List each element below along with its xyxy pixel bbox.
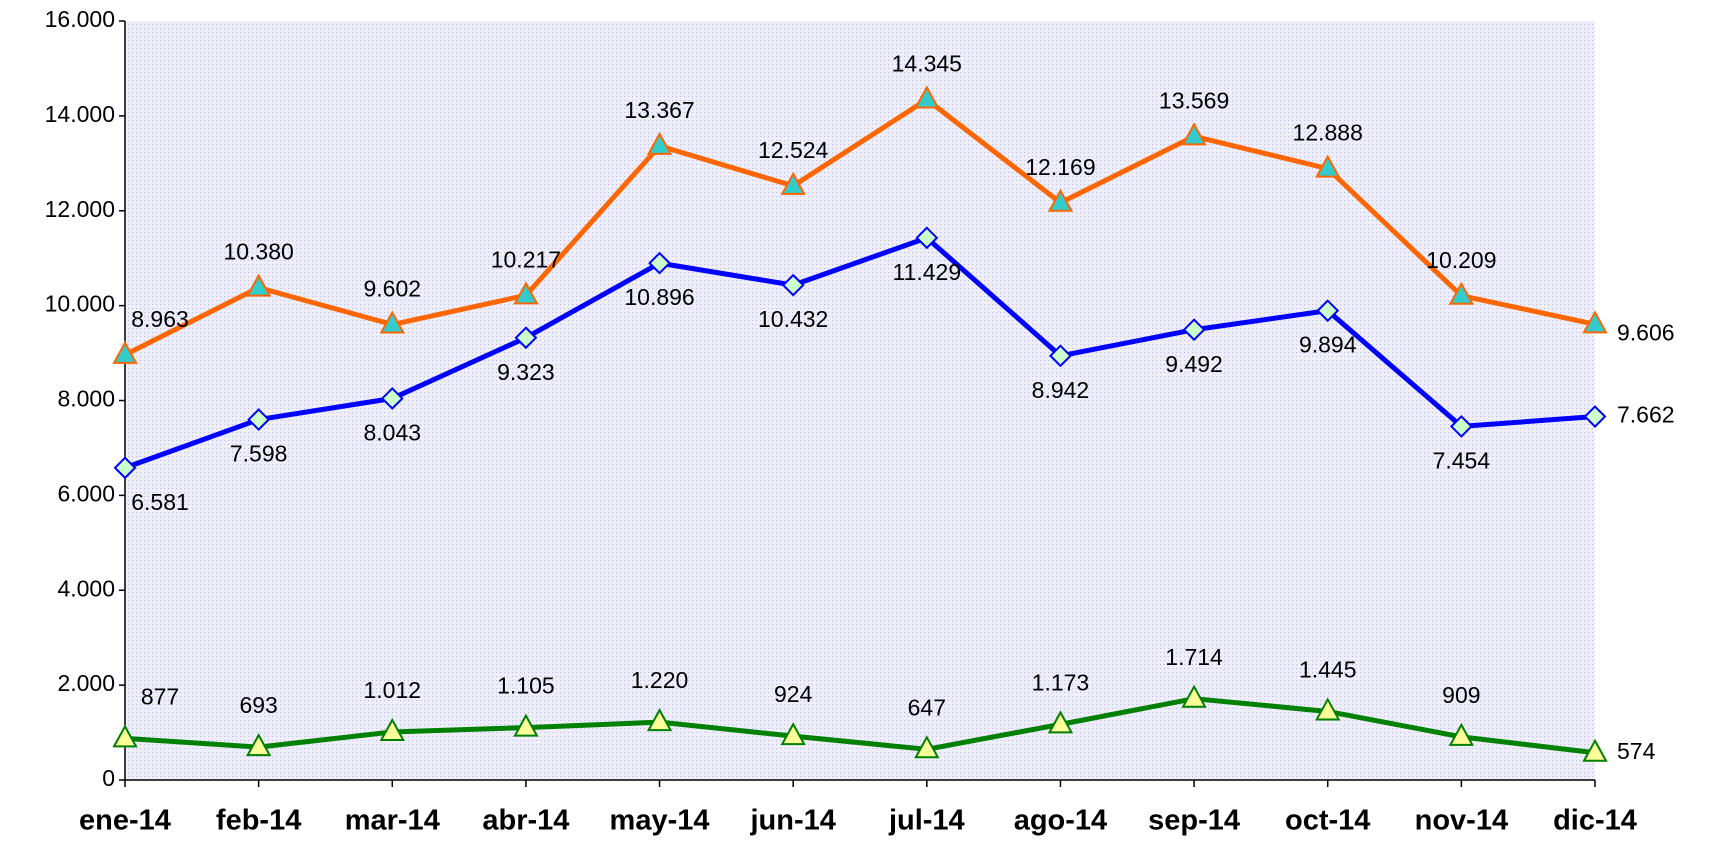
marker — [513, 713, 539, 737]
data-label: 1.445 — [1299, 657, 1357, 683]
data-label: 11.429 — [892, 259, 961, 285]
marker — [513, 281, 539, 305]
x-tick-label: jul-14 — [888, 805, 965, 837]
x-tick-label: dic-14 — [1553, 805, 1637, 837]
marker — [1181, 684, 1207, 708]
y-tick-label: 10.000 — [45, 291, 115, 317]
data-label: 9.323 — [497, 359, 555, 385]
data-label: 10.209 — [1426, 247, 1496, 273]
marker — [1583, 405, 1607, 428]
marker — [1047, 188, 1074, 212]
marker — [379, 717, 405, 741]
marker — [1448, 722, 1475, 746]
data-label: 7.662 — [1617, 402, 1675, 428]
data-label: 1.173 — [1032, 669, 1090, 695]
y-tick-label: 0 — [102, 765, 115, 791]
y-tick-label: 6.000 — [57, 480, 115, 506]
series-line — [124, 235, 1596, 471]
marker — [915, 226, 939, 250]
marker — [113, 456, 137, 480]
data-label: 14.345 — [892, 51, 962, 77]
marker — [914, 85, 940, 109]
marker — [780, 722, 806, 746]
series-line — [124, 696, 1596, 756]
data-label: 8.963 — [131, 306, 189, 332]
marker — [112, 724, 138, 748]
marker — [112, 340, 138, 364]
data-label: 10.896 — [624, 284, 694, 310]
x-tick-label: may-14 — [610, 805, 710, 837]
x-tick-label: nov-14 — [1415, 805, 1508, 837]
data-label: 647 — [908, 694, 946, 720]
x-tick-label: jun-14 — [749, 805, 835, 837]
data-label: 6.581 — [131, 489, 189, 515]
marker — [1582, 310, 1608, 334]
y-tick-label: 12.000 — [45, 196, 115, 222]
data-label: 13.569 — [1159, 87, 1229, 113]
data-label: 10.432 — [758, 306, 828, 332]
marker — [646, 708, 673, 732]
data-label: 1.105 — [497, 673, 555, 699]
data-label: 12.169 — [1025, 154, 1095, 180]
marker — [247, 408, 271, 431]
y-tick-label: 8.000 — [57, 386, 115, 412]
data-label: 909 — [1442, 682, 1480, 708]
x-tick-label: mar-14 — [345, 805, 440, 837]
marker — [1182, 318, 1206, 342]
data-label: 12.888 — [1293, 120, 1363, 146]
data-label: 7.454 — [1433, 447, 1491, 473]
plot-area — [125, 21, 1595, 780]
marker — [514, 326, 538, 350]
data-label: 10.217 — [491, 246, 561, 272]
x-tick-label: ene-14 — [79, 805, 171, 837]
marker — [781, 273, 805, 297]
data-label: 7.598 — [230, 441, 288, 467]
data-label: 9.606 — [1617, 319, 1675, 345]
data-label: 8.043 — [363, 420, 421, 446]
marker — [245, 273, 272, 297]
marker — [1047, 710, 1074, 734]
x-tick-label: feb-14 — [216, 805, 301, 837]
marker — [1449, 414, 1473, 438]
marker — [914, 735, 940, 759]
marker — [646, 131, 673, 155]
data-label: 9.492 — [1165, 351, 1223, 377]
data-label: 924 — [774, 681, 813, 707]
data-label: 1.220 — [631, 667, 689, 693]
marker — [1315, 154, 1341, 178]
marker — [780, 171, 806, 195]
data-label: 9.602 — [363, 276, 421, 302]
y-tick-label: 14.000 — [45, 101, 115, 127]
marker — [1316, 299, 1340, 323]
marker — [1049, 344, 1072, 368]
marker — [648, 251, 671, 275]
data-label: 13.367 — [624, 97, 694, 123]
marker — [1448, 281, 1475, 305]
y-tick-label: 4.000 — [57, 575, 115, 601]
marker — [1582, 738, 1608, 762]
data-label: 10.380 — [223, 239, 293, 265]
marker — [245, 733, 272, 757]
data-label: 9.894 — [1299, 332, 1357, 358]
x-tick-label: ago-14 — [1014, 805, 1107, 837]
data-label: 8.942 — [1032, 377, 1090, 403]
data-label: 12.524 — [758, 137, 829, 163]
data-label: 1.012 — [363, 677, 421, 703]
marker — [1315, 697, 1341, 721]
x-tick-label: oct-14 — [1285, 805, 1370, 837]
marker — [380, 387, 404, 410]
marker — [379, 310, 405, 334]
data-label: 1.714 — [1165, 644, 1223, 670]
series-line — [123, 97, 1596, 358]
data-label: 877 — [141, 683, 179, 709]
x-tick-label: abr-14 — [482, 805, 569, 837]
data-label: 693 — [239, 692, 277, 718]
y-tick-label: 2.000 — [57, 670, 115, 696]
y-tick-label: 16.000 — [45, 6, 115, 32]
data-label: 574 — [1617, 738, 1656, 764]
x-tick-label: sep-14 — [1148, 805, 1240, 837]
marker — [1181, 122, 1207, 146]
